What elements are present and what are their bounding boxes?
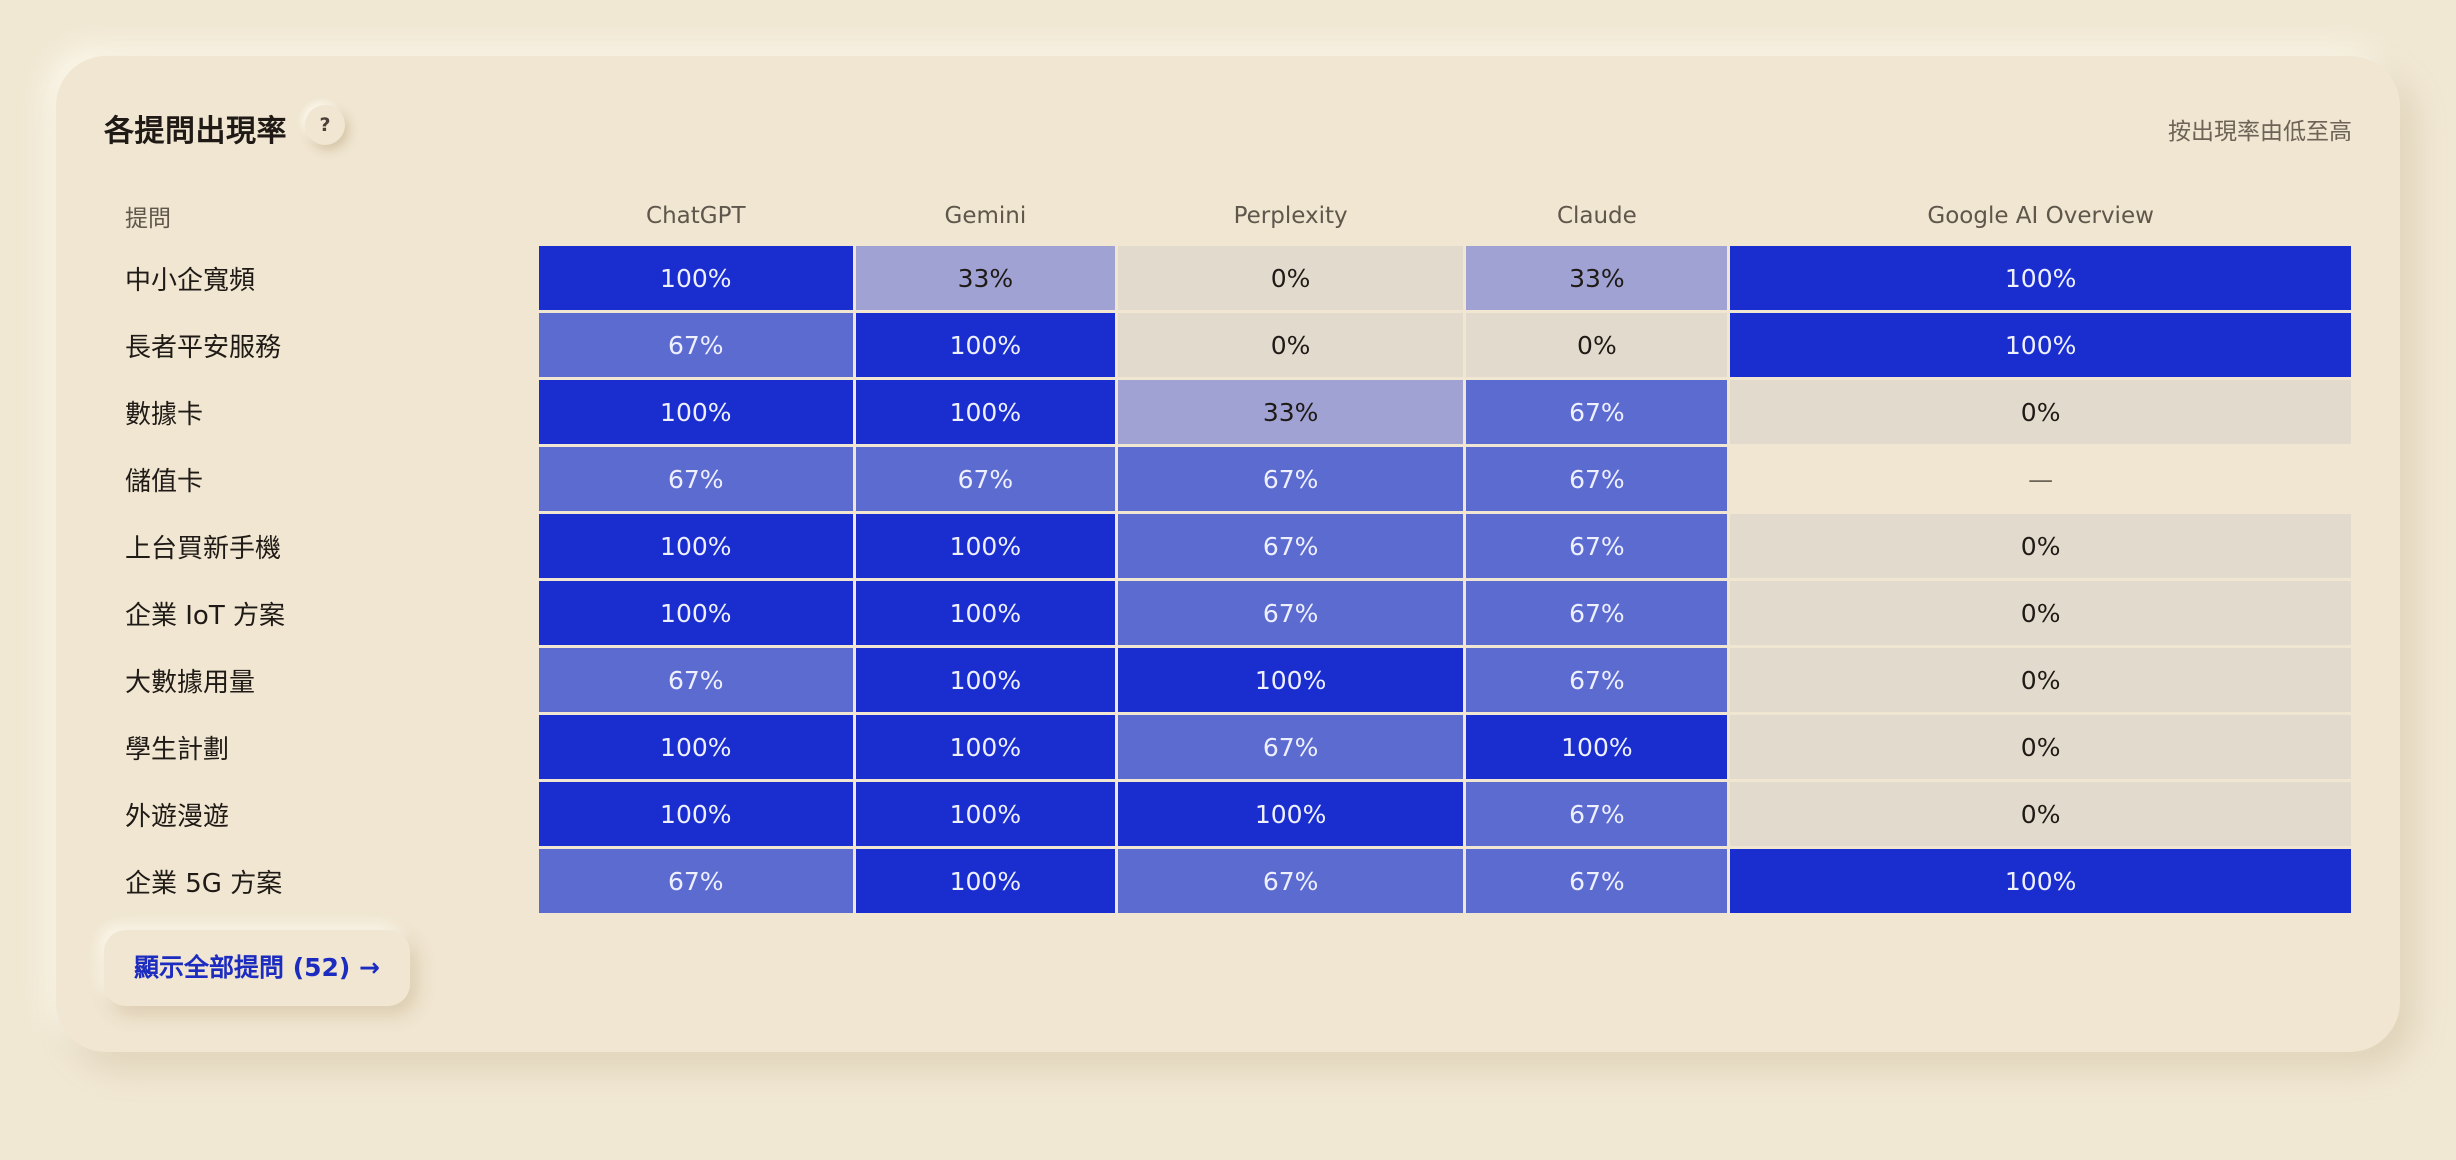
- rate-cell: 67%: [1466, 782, 1728, 846]
- table-row: 企業 5G 方案 67% 100% 67% 67% 100%: [107, 849, 2351, 913]
- question-label: 數據卡: [125, 399, 204, 430]
- table-row: 企業 IoT 方案 100% 100% 67% 67% 0%: [107, 581, 2351, 645]
- rate-cell: 0%: [1730, 380, 2351, 444]
- rate-cell: 0%: [1730, 715, 2351, 779]
- sort-order-label: 按出現率由低至高: [2168, 119, 2352, 145]
- rate-cell: 0%: [1117, 246, 1464, 310]
- question-label: 上台買新手機: [125, 533, 282, 564]
- rate-cell: 67%: [538, 648, 853, 712]
- rate-cell: 67%: [538, 313, 853, 377]
- rate-cell: 100%: [538, 380, 853, 444]
- rate-cell: 100%: [538, 246, 853, 310]
- table-header-row: 提問 ChatGPT Gemini Perplexity Claude Goog…: [107, 189, 2351, 243]
- question-label: 外遊漫遊: [125, 801, 230, 832]
- rate-cell: 67%: [1117, 715, 1464, 779]
- column-header-chatgpt: ChatGPT: [646, 203, 746, 229]
- rate-cell: 100%: [1730, 313, 2351, 377]
- rate-cell: 0%: [1117, 313, 1464, 377]
- question-label: 中小企寬頻: [125, 265, 256, 296]
- rate-cell: 100%: [855, 849, 1115, 913]
- rate-cell: 100%: [538, 782, 853, 846]
- rate-cell: 67%: [1466, 581, 1728, 645]
- rate-cell: 0%: [1730, 648, 2351, 712]
- table-row: 儲值卡 67% 67% 67% 67% —: [107, 447, 2351, 511]
- rate-cell: 0%: [1730, 782, 2351, 846]
- rate-cell: 100%: [1466, 715, 1728, 779]
- table-row: 學生計劃 100% 100% 67% 100% 0%: [107, 715, 2351, 779]
- question-label: 儲值卡: [125, 466, 204, 497]
- rate-cell: 33%: [1117, 380, 1464, 444]
- rate-cell: 0%: [1730, 514, 2351, 578]
- rate-cell: 33%: [1466, 246, 1728, 310]
- table-row: 長者平安服務 67% 100% 0% 0% 100%: [107, 313, 2351, 377]
- rate-cell: 67%: [1117, 581, 1464, 645]
- question-label: 大數據用量: [125, 667, 256, 698]
- rate-cell: 67%: [1117, 447, 1464, 511]
- column-header-google-ai-overview: Google AI Overview: [1927, 203, 2154, 229]
- column-header-claude: Claude: [1556, 203, 1637, 229]
- show-all-questions-button[interactable]: 顯示全部提問 (52) →: [104, 930, 410, 1006]
- question-label: 企業 IoT 方案: [125, 600, 285, 631]
- rate-cell: 100%: [855, 380, 1115, 444]
- rate-cell: 100%: [855, 581, 1115, 645]
- question-label: 學生計劃: [125, 734, 230, 765]
- appearance-rate-card: 各提問出現率 ? 按出現率由低至高 提問 ChatGPT Gemini Perp…: [56, 56, 2400, 1052]
- rate-cell: 100%: [1117, 648, 1464, 712]
- question-label: 長者平安服務: [125, 332, 282, 363]
- rate-cell: 0%: [1466, 313, 1728, 377]
- card-title: 各提問出現率: [104, 114, 287, 149]
- column-header-question: 提問: [125, 206, 171, 232]
- rate-cell: 67%: [855, 447, 1115, 511]
- rate-cell: 67%: [1117, 849, 1464, 913]
- rate-cell: 100%: [1117, 782, 1464, 846]
- rate-cell: 100%: [1730, 849, 2351, 913]
- rate-cell: 0%: [1730, 581, 2351, 645]
- table-row: 上台買新手機 100% 100% 67% 67% 0%: [107, 514, 2351, 578]
- table-row: 中小企寬頻 100% 33% 0% 33% 100%: [107, 246, 2351, 310]
- rate-cell: 67%: [1466, 380, 1728, 444]
- rate-cell: 100%: [855, 514, 1115, 578]
- rate-cell: 67%: [1117, 514, 1464, 578]
- rate-cell: 33%: [855, 246, 1115, 310]
- rate-cell: 100%: [855, 313, 1115, 377]
- column-header-perplexity: Perplexity: [1233, 203, 1348, 229]
- rate-cell: 100%: [538, 514, 853, 578]
- table-row: 大數據用量 67% 100% 100% 67% 0%: [107, 648, 2351, 712]
- rate-cell: 67%: [538, 849, 853, 913]
- rate-cell: 100%: [855, 782, 1115, 846]
- question-label: 企業 5G 方案: [125, 868, 283, 899]
- rate-cell: 67%: [1466, 447, 1728, 511]
- table-row: 外遊漫遊 100% 100% 100% 67% 0%: [107, 782, 2351, 846]
- rate-cell: 100%: [538, 581, 853, 645]
- rate-cell: 100%: [1730, 246, 2351, 310]
- appearance-rate-table: 提問 ChatGPT Gemini Perplexity Claude Goog…: [104, 186, 2354, 916]
- rate-cell: 100%: [855, 648, 1115, 712]
- rate-cell: —: [2028, 464, 2054, 494]
- rate-cell: 67%: [538, 447, 853, 511]
- help-icon[interactable]: ?: [305, 105, 345, 145]
- rate-cell: 67%: [1466, 648, 1728, 712]
- column-header-gemini: Gemini: [944, 203, 1027, 229]
- rate-cell: 67%: [1466, 514, 1728, 578]
- table-row: 數據卡 100% 100% 33% 67% 0%: [107, 380, 2351, 444]
- rate-cell: 100%: [538, 715, 853, 779]
- rate-cell: 67%: [1466, 849, 1728, 913]
- rate-cell: 100%: [855, 715, 1115, 779]
